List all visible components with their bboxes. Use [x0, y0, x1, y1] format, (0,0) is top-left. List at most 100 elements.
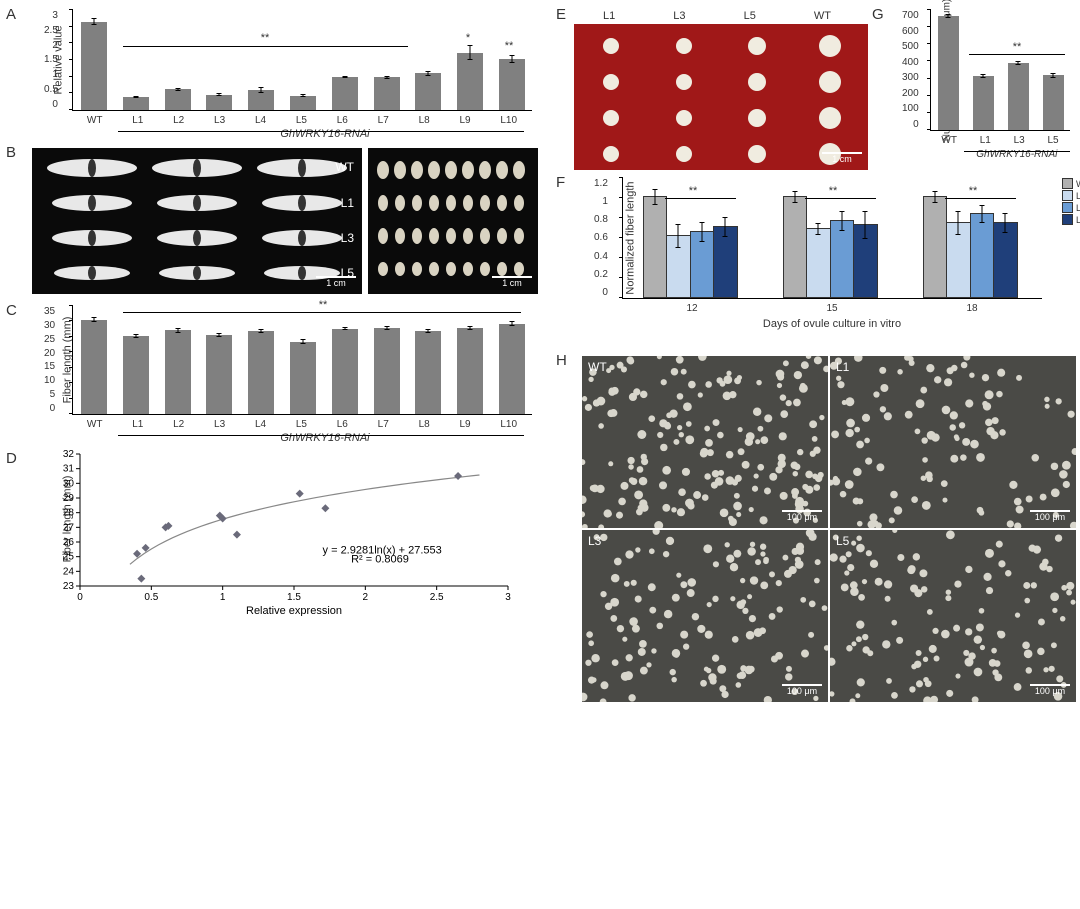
panel-b-scale-right: 1 cm	[492, 276, 532, 288]
bar	[938, 16, 960, 130]
bar	[81, 22, 107, 110]
panel-e-photo: 1 cm	[574, 24, 868, 170]
bar	[206, 335, 232, 414]
panel-a-sig-l10: **	[505, 40, 514, 52]
panel-c: C Fiber length (mm) 35302520151050 ** WT…	[10, 306, 550, 446]
panel-e-label: E	[556, 6, 566, 23]
panel-f-plot: ******	[622, 178, 1042, 299]
svg-text:2.5: 2.5	[430, 592, 444, 603]
panel-b-row-wt: WT	[335, 160, 354, 174]
bar	[973, 76, 995, 130]
bar	[457, 328, 483, 414]
panel-g-plot: **	[930, 10, 1070, 131]
svg-text:Relative expression: Relative expression	[246, 605, 342, 616]
bar	[946, 222, 970, 298]
bar	[374, 77, 400, 110]
bar	[248, 331, 274, 414]
svg-text:24: 24	[63, 566, 75, 577]
bar	[332, 329, 358, 414]
panel-g-xaxis: WTL1L3L5	[930, 135, 1070, 146]
panel-a-label: A	[6, 6, 16, 23]
bar	[690, 231, 714, 298]
bar	[1008, 63, 1030, 130]
svg-text:27: 27	[63, 522, 75, 533]
panel-f: F Normalized fiber length 1.210.80.60.40…	[560, 178, 1080, 348]
legend-item: WT	[1062, 178, 1080, 189]
panel-a: A Relative value 32.521.510.50 ** * ** W…	[10, 10, 550, 140]
bar	[123, 97, 149, 110]
panel-b-photo-right: 1 cm	[368, 148, 538, 294]
svg-text:25: 25	[63, 552, 75, 563]
svg-text:26: 26	[63, 537, 75, 548]
panel-b-scale-left: 1 cm	[316, 276, 356, 288]
bar	[853, 224, 877, 298]
bar	[499, 59, 525, 110]
bar	[993, 222, 1017, 298]
bar	[1043, 75, 1065, 130]
panel-a-yaxis: 32.521.510.50	[44, 10, 58, 110]
panel-c-label: C	[6, 302, 17, 319]
bar	[165, 89, 191, 110]
panel-e: E L1 L3 L5 WT 1	[560, 10, 870, 170]
panel-d-label: D	[6, 450, 17, 467]
panel-a-plot: ** * **	[72, 10, 532, 111]
sem-surface-icon	[582, 530, 828, 702]
panel-h: H WT 100 μm L1 100 μm L3 100 μm	[560, 356, 1080, 702]
legend-item: L3	[1062, 202, 1080, 213]
bar	[206, 95, 232, 110]
panel-b-row-l1: L1	[341, 196, 354, 210]
bar	[643, 196, 667, 298]
bar	[783, 196, 807, 298]
panel-h-scale-l5: 100 μm	[1030, 684, 1070, 696]
svg-text:R² = 0.8069: R² = 0.8069	[351, 554, 409, 566]
panel-b-row-l3: L3	[341, 231, 354, 245]
fiber-bundles-icon	[32, 148, 362, 294]
panel-a-sig-l9: *	[466, 32, 470, 44]
sem-surface-icon	[582, 356, 828, 528]
bar	[457, 53, 483, 110]
panel-c-plot: **	[72, 306, 532, 415]
bar	[806, 228, 830, 298]
svg-text:0: 0	[77, 592, 83, 603]
panel-f-xaxis: 121518	[622, 303, 1042, 314]
legend-item: L1	[1062, 190, 1080, 201]
bar	[332, 77, 358, 110]
bar	[81, 320, 107, 414]
svg-text:31: 31	[63, 464, 75, 475]
panel-h-scale-wt: 100 μm	[782, 510, 822, 522]
svg-text:32: 32	[63, 449, 75, 460]
panel-h-scale-l1: 100 μm	[1030, 510, 1070, 522]
svg-text:23: 23	[63, 581, 75, 592]
bar	[830, 220, 854, 298]
panel-g: G Number of fiber initials (100 μm) 7006…	[876, 10, 1076, 170]
panel-h-scale-l3: 100 μm	[782, 684, 822, 696]
panel-h-wt: WT 100 μm	[582, 356, 828, 528]
panel-d-scatter: 00.511.522.5323242526272829303132y = 2.9…	[44, 448, 514, 616]
bar	[374, 328, 400, 414]
panel-h-l1: L1 100 μm	[830, 356, 1076, 528]
bar	[970, 213, 994, 298]
panel-f-label: F	[556, 174, 565, 191]
panel-g-label: G	[872, 6, 884, 23]
bar	[499, 324, 525, 414]
bar	[290, 342, 316, 415]
bar	[415, 73, 441, 110]
svg-text:0.5: 0.5	[144, 592, 158, 603]
ovules-icon	[574, 24, 868, 170]
panel-a-xlabel: GhWRKY16-RNAi	[280, 128, 369, 140]
panel-h-l5: L5 100 μm	[830, 530, 1076, 702]
panel-c-sig-main: **	[319, 299, 328, 311]
panel-a-xaxis: WTL1L2L3L4L5L6L7L8L9L10	[72, 115, 532, 126]
panel-f-xlabel: Days of ovule culture in vitro	[763, 318, 901, 330]
svg-text:29: 29	[63, 493, 75, 504]
panel-g-sig: **	[1013, 41, 1022, 53]
panel-f-legend: WTL1L3L5	[1062, 178, 1080, 226]
panel-c-xaxis: WTL1L2L3L4L5L6L7L8L9L10	[72, 419, 532, 430]
bar	[290, 96, 316, 110]
bar	[923, 196, 947, 298]
svg-text:30: 30	[63, 478, 75, 489]
panel-d: D Fiber length (mm) 00.511.522.532324252…	[10, 454, 550, 624]
legend-item: L5	[1062, 214, 1080, 225]
svg-text:1.5: 1.5	[287, 592, 301, 603]
svg-text:3: 3	[505, 592, 511, 603]
